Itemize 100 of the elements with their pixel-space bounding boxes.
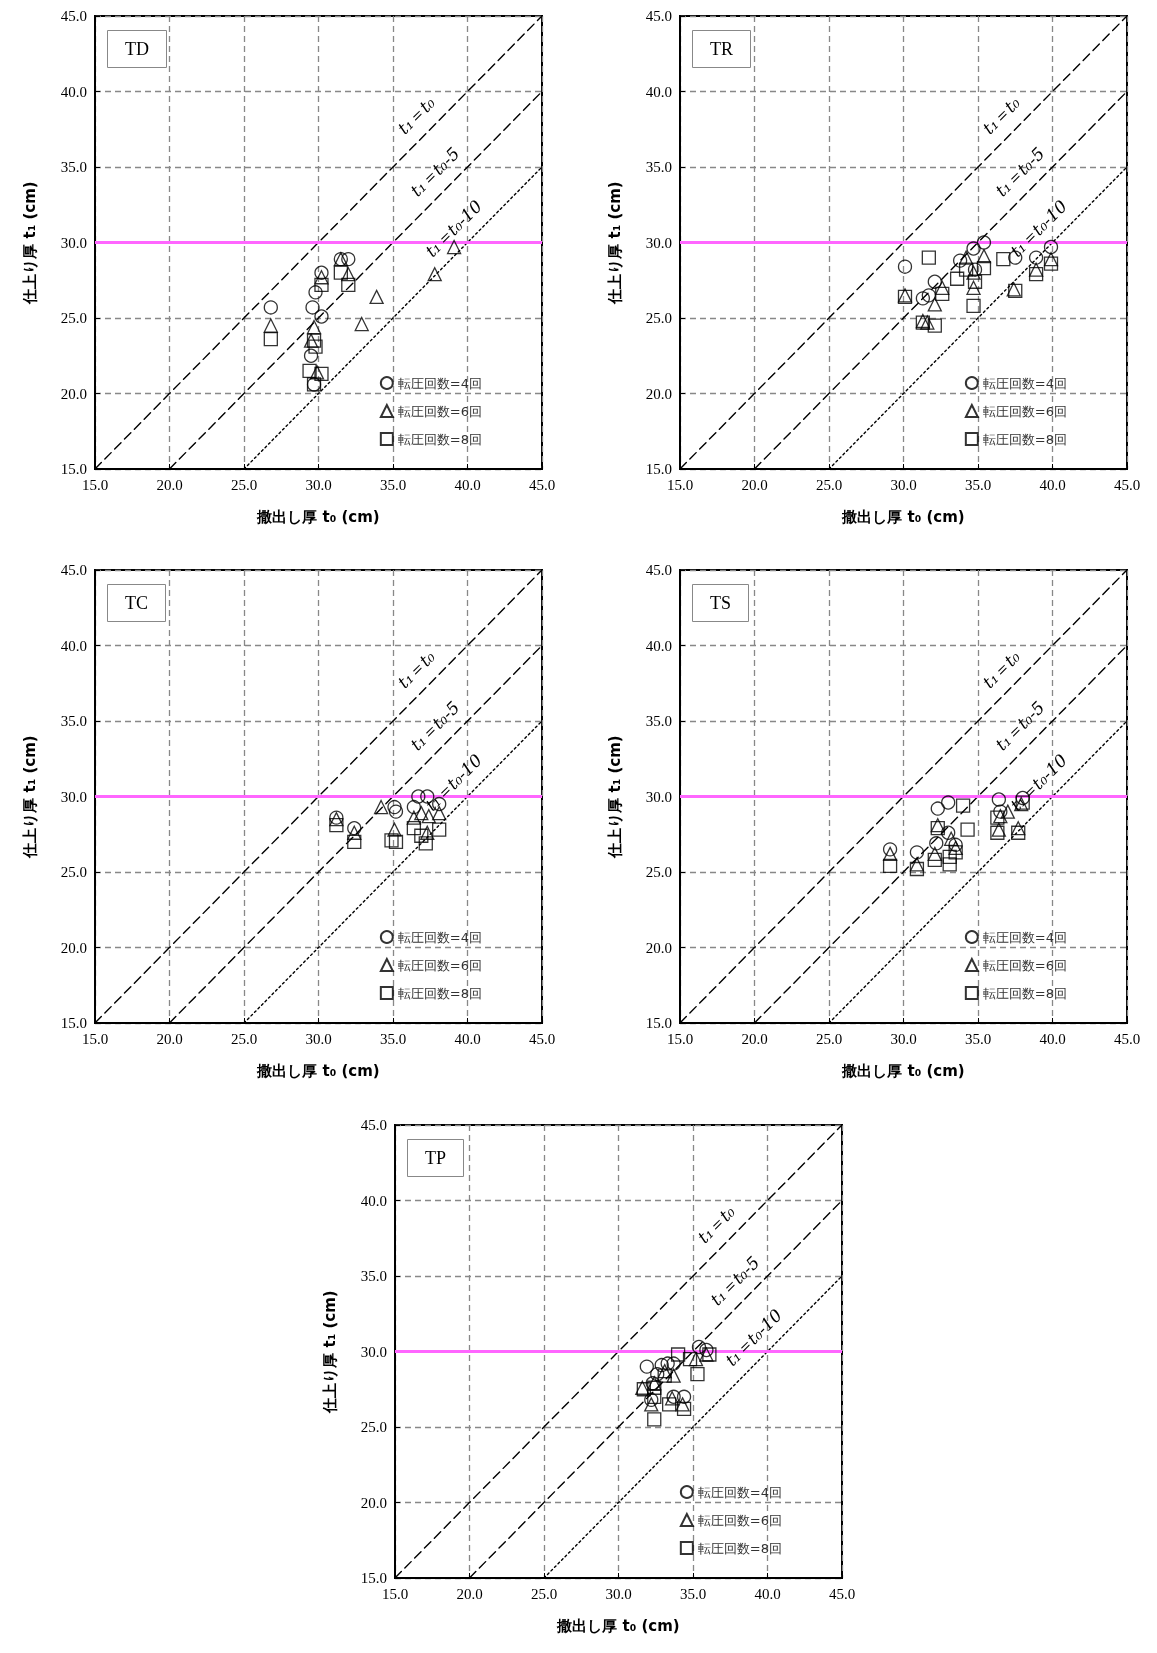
legend-label: 転圧回数=4回: [982, 375, 1068, 391]
legend-label: 転圧回数=8回: [397, 431, 483, 447]
y-tick-label: 15.0: [360, 1570, 387, 1586]
y-tick-label: 30.0: [645, 234, 672, 251]
point: [373, 799, 389, 815]
y-tick-label: 20.0: [645, 385, 672, 402]
x-tick-label: 15.0: [381, 1585, 409, 1602]
point: [406, 810, 422, 825]
x-tick-label: 45.0: [528, 1030, 556, 1047]
text: TC: [125, 593, 149, 613]
point: [976, 261, 992, 276]
point: [929, 836, 944, 851]
point: [406, 799, 422, 815]
point: [647, 1412, 662, 1427]
point: [263, 331, 278, 347]
y-axis-title: 仕上り厚 t₁ (cm): [20, 181, 39, 305]
y-tick-label: 25.0: [645, 310, 672, 326]
x-tick-label: 40.0: [454, 1030, 481, 1047]
point: [882, 846, 898, 862]
point: [388, 834, 404, 849]
point: [387, 822, 402, 837]
point: [1043, 239, 1059, 255]
point: [314, 265, 329, 280]
point: [941, 825, 956, 840]
x-tick-label: 40.0: [1039, 1030, 1066, 1047]
text: t₁＝t₀-5: [991, 143, 1049, 201]
x-tick-label: 30.0: [890, 1030, 917, 1047]
point: [657, 1363, 672, 1379]
point: [882, 842, 898, 857]
point: [639, 1359, 654, 1374]
point: [935, 286, 950, 301]
point: [935, 280, 950, 295]
legend-label: 転圧回数=8回: [982, 431, 1068, 447]
x-tick-label: 45.0: [1113, 476, 1141, 493]
point: [644, 1397, 659, 1412]
point: [384, 833, 399, 848]
x-axis-title: 撒出し厚 t₀ (cm): [841, 1061, 965, 1080]
point: [676, 1401, 692, 1417]
point: [927, 852, 942, 868]
point: [341, 251, 356, 267]
point: [347, 825, 362, 840]
point: [1011, 821, 1026, 836]
y-tick-label: 35.0: [360, 1268, 387, 1284]
x-tick-label: 15.0: [666, 1030, 694, 1047]
point: [960, 822, 975, 837]
y-tick-label: 30.0: [60, 788, 87, 805]
y-tick-label: 15.0: [60, 1015, 87, 1031]
x-tick-label: 25.0: [230, 476, 258, 493]
point: [670, 1347, 686, 1362]
legend-label: 転圧回数=6回: [697, 1512, 783, 1528]
y-tick-label: 40.0: [60, 637, 87, 654]
point: [420, 825, 435, 840]
y-tick-label: 20.0: [645, 939, 672, 956]
x-tick-label: 35.0: [379, 476, 407, 493]
point: [314, 309, 329, 324]
legend-label: 転圧回数=6回: [397, 403, 483, 419]
point: [909, 861, 925, 877]
point: [688, 1351, 704, 1367]
point: [676, 1389, 692, 1404]
point: [882, 858, 898, 874]
point: [699, 1342, 714, 1358]
point: [942, 849, 957, 865]
x-tick-label: 20.0: [741, 1030, 768, 1047]
x-tick-label: 20.0: [156, 476, 183, 493]
point: [666, 1368, 681, 1383]
point: [921, 250, 936, 265]
text: t₁＝t₀-5: [406, 143, 464, 201]
text: TD: [125, 39, 149, 59]
legend-label: 転圧回数=4回: [397, 375, 483, 391]
point: [333, 265, 348, 280]
point: [314, 277, 329, 292]
point: [927, 297, 942, 312]
point: [647, 1380, 662, 1395]
point: [1028, 262, 1044, 277]
x-tick-label: 30.0: [605, 1585, 632, 1602]
point: [329, 818, 344, 833]
point: [909, 857, 925, 872]
x-tick-label: 35.0: [679, 1585, 707, 1602]
point: [654, 1357, 669, 1373]
point: [944, 831, 959, 846]
point: [966, 241, 981, 256]
legend-label: 転圧回数=8回: [697, 1540, 783, 1556]
y-tick-label: 20.0: [360, 1494, 387, 1511]
legend-label: 転圧回数=6回: [982, 403, 1068, 419]
legend-label: 転圧回数=8回: [982, 985, 1068, 1001]
point: [915, 291, 931, 306]
y-tick-label: 15.0: [60, 461, 87, 477]
y-axis-title: 仕上り厚 t₁ (cm): [605, 181, 624, 305]
point: [666, 1356, 681, 1371]
y-tick-label: 45.0: [60, 562, 87, 578]
point: [948, 845, 963, 860]
y-tick-label: 45.0: [645, 562, 672, 578]
y-tick-label: 45.0: [645, 8, 672, 24]
y-tick-label: 45.0: [60, 8, 87, 24]
y-tick-label: 20.0: [60, 939, 87, 956]
x-tick-label: 25.0: [815, 476, 843, 493]
point: [432, 822, 447, 837]
y-tick-label: 25.0: [60, 310, 87, 326]
point: [690, 1367, 705, 1382]
x-tick-label: 35.0: [964, 1030, 992, 1047]
